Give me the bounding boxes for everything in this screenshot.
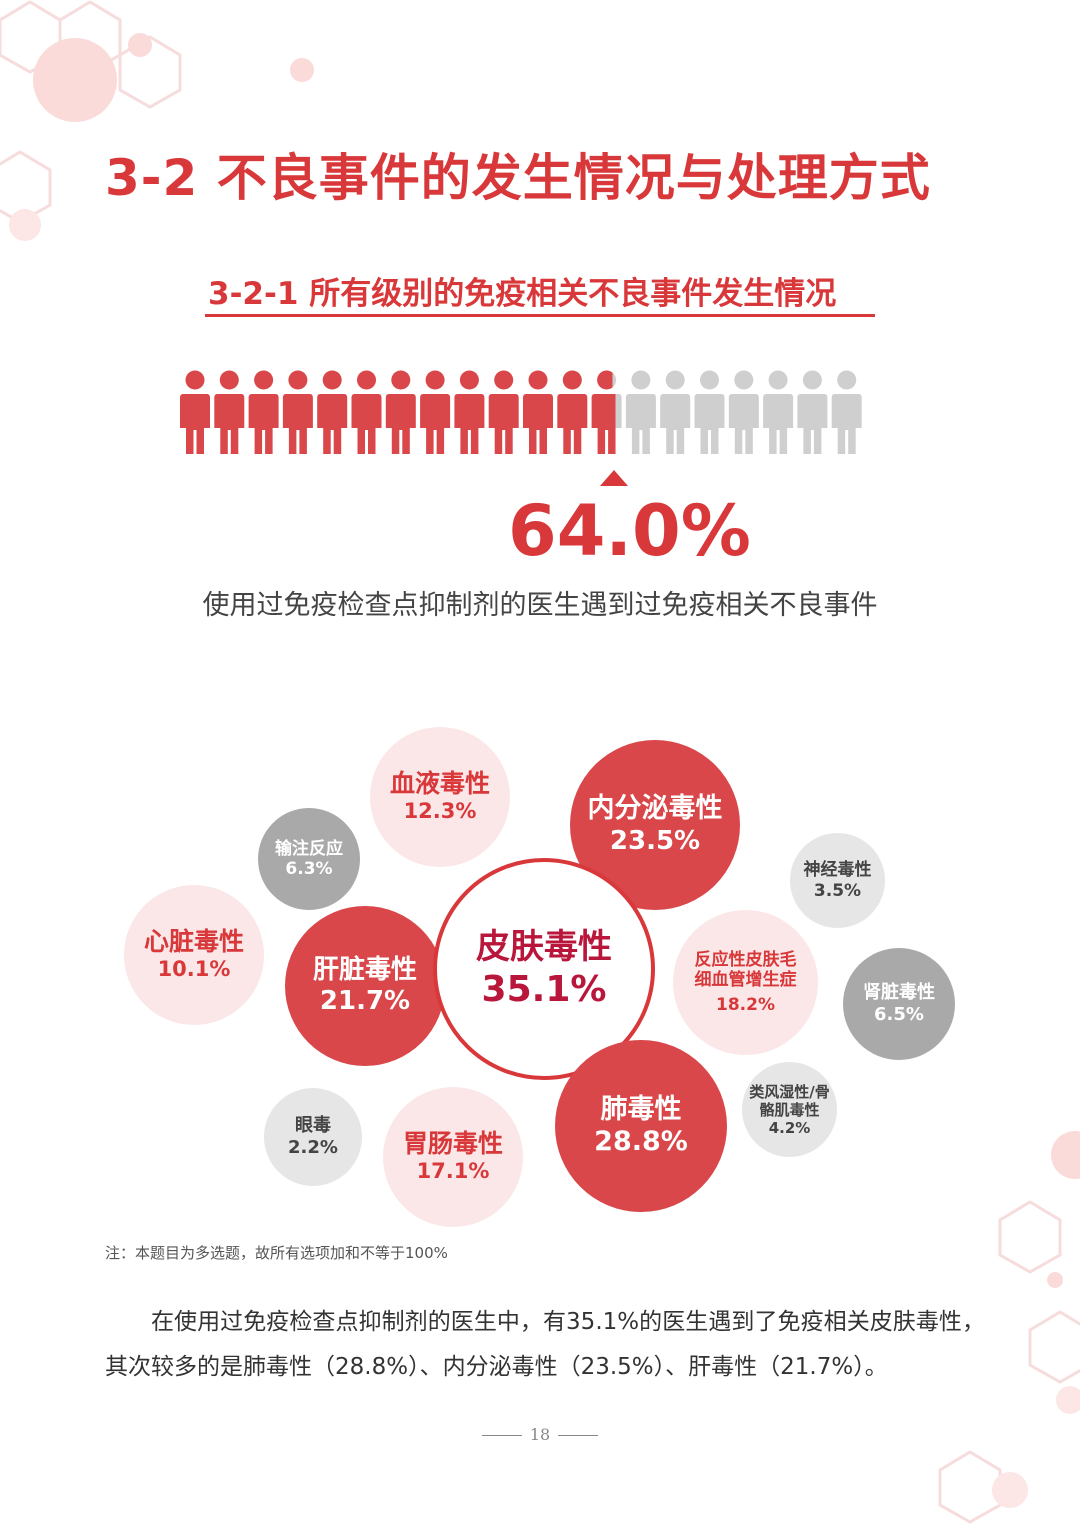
person-icon [180,370,210,454]
person-icon [420,370,451,454]
person-icon [557,370,588,454]
bubble-rheumatic-toxicity: 类风湿性/骨骼肌毒性 4.2% [742,1062,837,1157]
bubble-eye-toxicity: 眼毒 2.2% [264,1088,362,1186]
person-icon [385,370,416,454]
incidence-value: 64.0% [508,490,751,572]
bubble-skin-toxicity: 皮肤毒性 35.1% [433,858,655,1080]
person-icon [488,370,519,454]
person-icon [694,370,725,454]
bubble-gi-toxicity: 胃肠毒性 17.1% [383,1087,523,1227]
person-icon [591,370,622,454]
bubble-lung-toxicity: 肺毒性 28.8% [555,1040,727,1212]
incidence-description: 使用过免疫检查点抑制剂的医生遇到过免疫相关不良事件 [202,590,878,621]
bubble-liver-toxicity: 肝脏毒性 21.7% [285,906,445,1066]
person-icon [625,370,656,454]
page-number-dash-right [558,1435,599,1436]
person-icon [248,370,279,454]
pointer-triangle-icon [600,470,628,486]
page-number-dash-left [481,1435,522,1436]
bubble-blood-toxicity: 血液毒性 12.3% [370,727,510,867]
person-icon [523,370,553,454]
page-number: 18 [0,1425,1080,1444]
section-subtitle: 3-2-1 所有级别的免疫相关不良事件发生情况 [208,276,837,312]
person-icon [763,370,794,454]
bubble-heart-toxicity: 心脏毒性 10.1% [124,885,264,1025]
people-pictograph [180,370,862,454]
page-title: 3-2 不良事件的发生情况与处理方式 [105,149,931,207]
bubble-infusion-reaction: 输注反应 6.3% [258,808,360,910]
subtitle-underline [205,314,875,317]
person-icon [797,370,828,454]
bubble-neuro-toxicity: 神经毒性 3.5% [790,833,885,928]
person-icon [214,370,245,454]
bubble-kidney-toxicity: 肾脏毒性 6.5% [843,948,955,1060]
footnote: 注：本题目为多选题，故所有选项加和不等于100% [105,1244,448,1262]
person-icon [831,370,862,454]
person-icon [317,370,348,454]
person-icon [454,370,485,454]
bubble-capillary-proliferation: 反应性皮肤毛细血管增生症 18.2% [673,910,818,1055]
person-icon [660,370,691,454]
page-number-value: 18 [529,1425,551,1444]
person-icon [282,370,313,454]
person-icon [351,370,382,454]
person-icon [728,370,759,454]
body-paragraph: 在使用过免疫检查点抑制剂的医生中，有35.1%的医生遇到了免疫相关皮肤毒性，其次… [105,1309,985,1380]
